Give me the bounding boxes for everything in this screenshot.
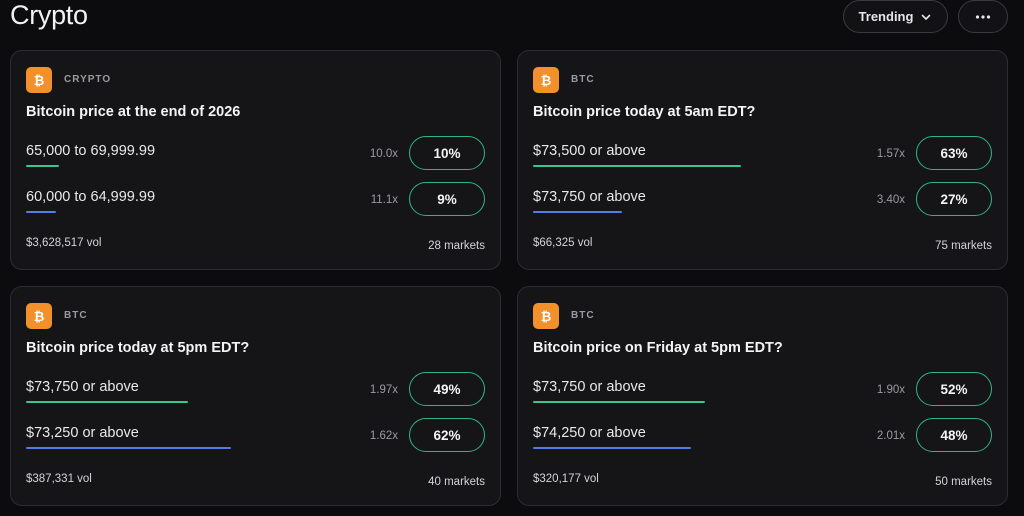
probability-bar — [533, 447, 691, 449]
probability-bar — [26, 211, 56, 213]
bitcoin-icon: ₿ — [533, 303, 559, 329]
payout-multiplier: 1.97x — [369, 384, 398, 396]
market-card[interactable]: ₿ BTC Bitcoin price today at 5pm EDT? $7… — [10, 286, 501, 506]
outcome-row[interactable]: $73,750 or above 1.90x 52% — [533, 372, 992, 408]
category-label: BTC — [571, 310, 595, 321]
probability-bar — [533, 165, 741, 167]
volume-text: $66,325 vol — [533, 237, 593, 249]
page-title: Crypto — [10, 0, 88, 30]
outcome-label: 65,000 to 69,999.99 — [26, 143, 156, 159]
svg-text:₿: ₿ — [541, 310, 552, 324]
buy-percent-button[interactable]: 48% — [916, 418, 992, 452]
outcome-row[interactable]: $73,750 or above 3.40x 27% — [533, 182, 992, 218]
payout-multiplier: 10.0x — [369, 148, 398, 160]
svg-text:₿: ₿ — [541, 74, 552, 88]
probability-bar — [533, 401, 705, 403]
outcome-label: $74,250 or above — [533, 425, 646, 441]
payout-multiplier: 1.90x — [876, 384, 905, 396]
probability-bar — [533, 211, 622, 213]
outcome-row[interactable]: $73,750 or above 1.97x 49% — [26, 372, 485, 408]
outcome-label: $73,500 or above — [533, 143, 646, 159]
payout-multiplier: 11.1x — [370, 194, 398, 206]
outcome-row[interactable]: $74,250 or above 2.01x 48% — [533, 418, 992, 454]
buy-percent-button[interactable]: 9% — [409, 182, 485, 216]
outcome-row[interactable]: 60,000 to 64,999.99 11.1x 9% — [26, 182, 485, 218]
markets-count: 50 markets — [935, 476, 992, 488]
category-label: CRYPTO — [64, 74, 112, 85]
market-card[interactable]: ₿ BTC Bitcoin price today at 5am EDT? $7… — [517, 50, 1008, 270]
outcome-label: $73,750 or above — [533, 189, 646, 205]
chevron-down-icon — [922, 14, 931, 20]
outcome-label: $73,250 or above — [26, 425, 139, 441]
buy-percent-button[interactable]: 27% — [916, 182, 992, 216]
bitcoin-icon: ₿ — [26, 303, 52, 329]
outcome-label: 60,000 to 64,999.99 — [26, 189, 156, 205]
probability-bar — [26, 401, 188, 403]
outcome-row[interactable]: $73,500 or above 1.57x 63% — [533, 136, 992, 172]
payout-multiplier: 1.62x — [369, 430, 398, 442]
outcome-row[interactable]: $73,250 or above 1.62x 62% — [26, 418, 485, 454]
buy-percent-button[interactable]: 52% — [916, 372, 992, 406]
category-label: BTC — [571, 74, 595, 85]
outcome-label: $73,750 or above — [26, 379, 139, 395]
sort-dropdown-button[interactable]: Trending — [843, 0, 948, 33]
buy-percent-button[interactable]: 49% — [409, 372, 485, 406]
market-question[interactable]: Bitcoin price today at 5am EDT? — [533, 104, 756, 120]
market-card[interactable]: ₿ CRYPTO Bitcoin price at the end of 202… — [10, 50, 501, 270]
category-label: BTC — [64, 310, 88, 321]
probability-bar — [26, 165, 59, 167]
svg-text:₿: ₿ — [34, 74, 45, 88]
outcome-row[interactable]: 65,000 to 69,999.99 10.0x 10% — [26, 136, 485, 172]
bitcoin-icon: ₿ — [533, 67, 559, 93]
market-question[interactable]: Bitcoin price at the end of 2026 — [26, 104, 241, 120]
payout-multiplier: 1.57x — [876, 148, 905, 160]
buy-percent-button[interactable]: 62% — [409, 418, 485, 452]
more-horizontal-icon — [975, 14, 991, 19]
outcome-label: $73,750 or above — [533, 379, 646, 395]
market-card[interactable]: ₿ BTC Bitcoin price on Friday at 5pm EDT… — [517, 286, 1008, 506]
buy-percent-button[interactable]: 63% — [916, 136, 992, 170]
payout-multiplier: 2.01x — [876, 430, 905, 442]
more-options-button[interactable] — [958, 0, 1008, 33]
buy-percent-button[interactable]: 10% — [409, 136, 485, 170]
payout-multiplier: 3.40x — [876, 194, 905, 206]
markets-count: 75 markets — [935, 240, 992, 252]
probability-bar — [26, 447, 231, 449]
sort-label: Trending — [858, 9, 914, 24]
market-question[interactable]: Bitcoin price today at 5pm EDT? — [26, 340, 250, 356]
volume-text: $387,331 vol — [26, 473, 92, 485]
volume-text: $320,177 vol — [533, 473, 599, 485]
svg-text:₿: ₿ — [34, 310, 45, 324]
markets-count: 28 markets — [428, 240, 485, 252]
market-question[interactable]: Bitcoin price on Friday at 5pm EDT? — [533, 340, 783, 356]
markets-count: 40 markets — [428, 476, 485, 488]
volume-text: $3,628,517 vol — [26, 237, 102, 249]
bitcoin-icon: ₿ — [26, 67, 52, 93]
